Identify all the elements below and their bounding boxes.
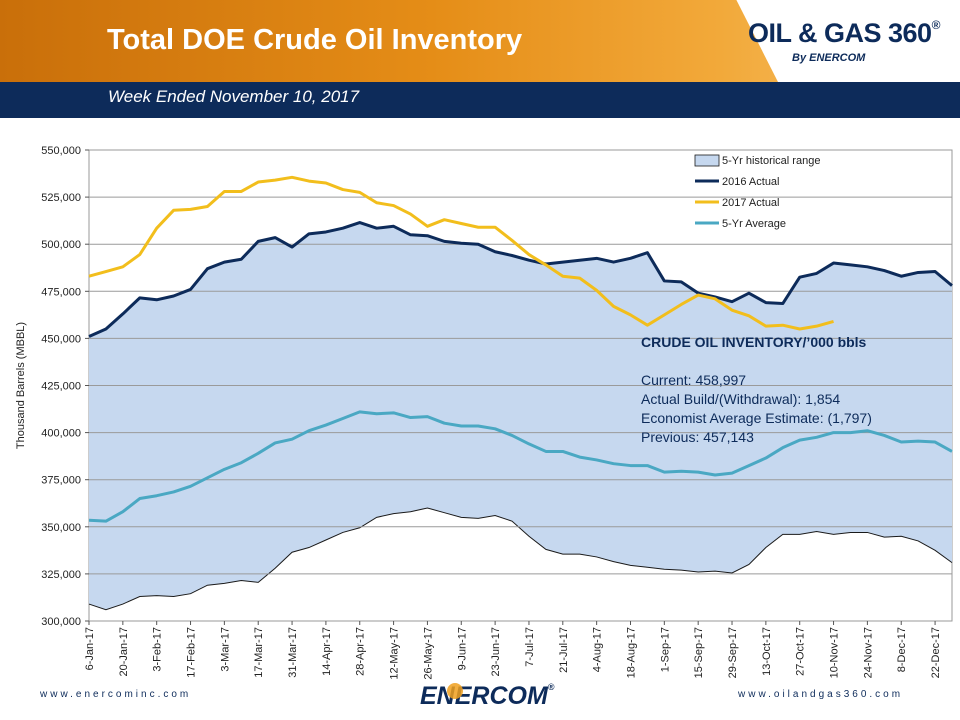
series-2017-actual bbox=[88, 175, 834, 331]
legend-label: 5-Yr Average bbox=[722, 218, 786, 230]
page-title: Total DOE Crude Oil Inventory bbox=[107, 24, 523, 56]
y-tick-label: 500,000 bbox=[41, 239, 81, 251]
x-tick-label: 17-Mar-17 bbox=[253, 627, 265, 678]
x-tick-label: 10-Nov-17 bbox=[829, 627, 841, 678]
x-tick-label: 3-Feb-17 bbox=[152, 627, 164, 672]
annotation-line: Actual Build/(Withdrawal): 1,854 bbox=[641, 391, 840, 407]
logo-registered-mark: ® bbox=[931, 18, 941, 32]
y-tick-label: 325,000 bbox=[41, 569, 81, 581]
y-tick-label: 375,000 bbox=[41, 475, 81, 487]
legend-swatch-range bbox=[694, 154, 720, 167]
x-tick-label: 1-Sep-17 bbox=[659, 627, 671, 672]
enercom-footer-logo: ENERCOM® bbox=[420, 682, 554, 711]
x-tick-label: 21-Jul-17 bbox=[558, 627, 570, 673]
x-tick-label: 23-Jun-17 bbox=[490, 627, 502, 677]
x-tick-label: 15-Sep-17 bbox=[693, 627, 705, 678]
x-tick-label: 7-Jul-17 bbox=[524, 627, 536, 667]
x-tick-label: 9-Jun-17 bbox=[456, 627, 468, 670]
range-low-line bbox=[88, 507, 953, 611]
annotation-line: Previous: 457,143 bbox=[641, 429, 754, 445]
legend-label: 2017 Actual bbox=[722, 197, 780, 209]
x-tick-label: 14-Apr-17 bbox=[321, 627, 333, 676]
x-tick-label: 6-Jan-17 bbox=[84, 627, 96, 670]
x-tick-label: 8-Dec-17 bbox=[896, 627, 908, 672]
y-tick-label: 350,000 bbox=[41, 522, 81, 534]
y-tick-label: 450,000 bbox=[41, 333, 81, 345]
y-tick-label: 300,000 bbox=[41, 616, 81, 628]
x-tick-label: 3-Mar-17 bbox=[219, 627, 231, 672]
annotation-heading: CRUDE OIL INVENTORY/’000 bbls bbox=[641, 334, 867, 350]
x-tick-label: 26-May-17 bbox=[422, 627, 434, 680]
x-tick-label: 29-Sep-17 bbox=[727, 627, 739, 678]
y-tick-label: 425,000 bbox=[41, 381, 81, 393]
logo-panel bbox=[736, 0, 960, 82]
y-tick-label: 525,000 bbox=[41, 192, 81, 204]
x-tick-label: 28-Apr-17 bbox=[355, 627, 367, 676]
footer-right-url[interactable]: www.oilandgas360.com bbox=[738, 689, 904, 700]
x-tick-label: 20-Jan-17 bbox=[118, 627, 130, 677]
y-axis-label: Thousand Barrels (MBBL) bbox=[15, 322, 27, 449]
footer-logo-registered: ® bbox=[547, 682, 555, 692]
inventory-chart: 300,000 325,000 350,000 375,000 400,000 425,0… bbox=[15, 145, 953, 680]
oilgas360-logo: OIL & GAS 360® bbox=[748, 18, 940, 49]
x-tick-label: 4-Aug-17 bbox=[592, 627, 604, 672]
series-2016-actual bbox=[88, 221, 953, 338]
annotation-line: Economist Average Estimate: (1,797) bbox=[641, 410, 872, 426]
logo-subtext: By ENERCOM bbox=[792, 52, 866, 64]
series-5yr-average bbox=[88, 410, 953, 523]
x-tick-label: 18-Aug-17 bbox=[625, 627, 637, 678]
footer-left-url[interactable]: www.enercominc.com bbox=[40, 689, 192, 700]
x-tick-label: 17-Feb-17 bbox=[186, 627, 198, 678]
footer-logo-text: ENERCOM bbox=[420, 682, 548, 710]
y-tick-label: 550,000 bbox=[41, 145, 81, 157]
x-tick-label: 24-Nov-17 bbox=[862, 627, 874, 678]
y-tick-label: 400,000 bbox=[41, 428, 81, 440]
logo-main-text: OIL & GAS 360 bbox=[748, 18, 932, 48]
x-tick-label: 22-Dec-17 bbox=[930, 627, 942, 678]
x-tick-label: 12-May-17 bbox=[389, 627, 401, 680]
subtitle-bar bbox=[0, 82, 960, 118]
x-tick-label: 31-Mar-17 bbox=[287, 627, 299, 678]
annotation-line: Current: 458,997 bbox=[641, 372, 746, 388]
page-subtitle: Week Ended November 10, 2017 bbox=[108, 87, 360, 106]
range-band bbox=[89, 222, 952, 610]
sun-icon bbox=[447, 683, 463, 699]
x-tick-label: 27-Oct-17 bbox=[795, 627, 807, 676]
x-tick-label: 13-Oct-17 bbox=[761, 627, 773, 676]
legend-label: 5-Yr historical range bbox=[722, 155, 820, 167]
legend-label: 2016 Actual bbox=[722, 176, 780, 188]
y-tick-label: 475,000 bbox=[41, 286, 81, 298]
